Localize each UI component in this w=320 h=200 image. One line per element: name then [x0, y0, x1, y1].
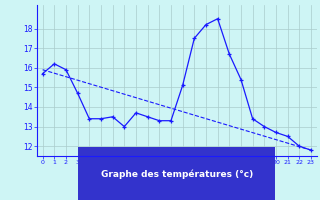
- X-axis label: Graphe des températures (°c): Graphe des températures (°c): [101, 169, 253, 179]
